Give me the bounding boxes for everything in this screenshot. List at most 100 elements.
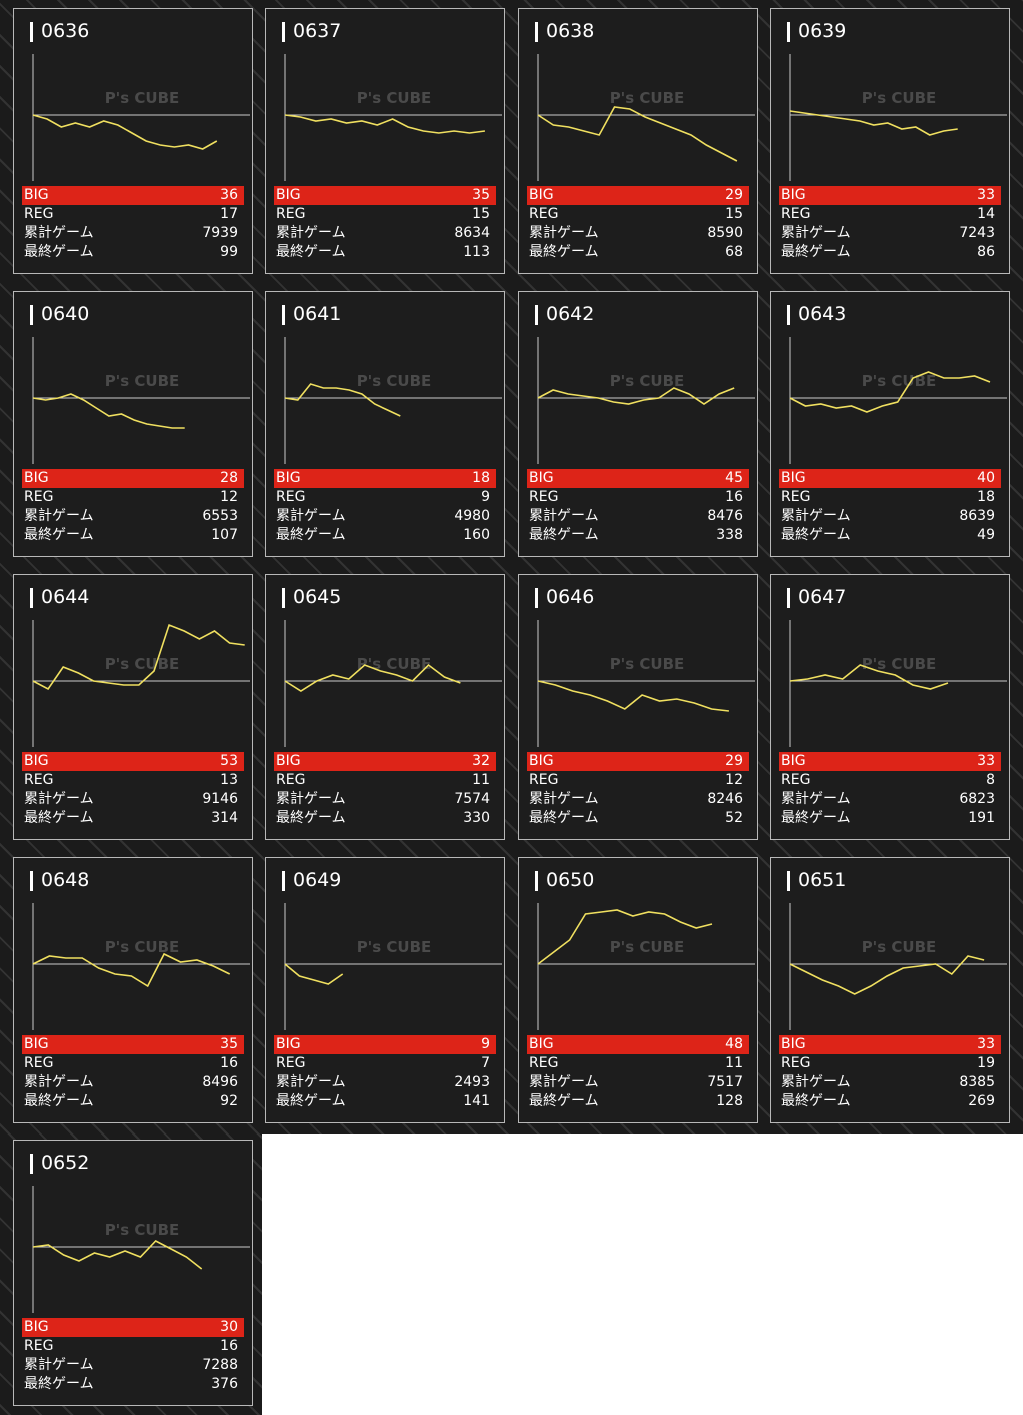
- title-bar: [282, 305, 285, 325]
- last-value: 330: [463, 810, 490, 826]
- last-value: 113: [463, 244, 490, 260]
- big-label: BIG: [529, 187, 554, 203]
- total-value: 7288: [202, 1357, 238, 1373]
- big-label: BIG: [24, 1319, 49, 1335]
- total-value: 7243: [959, 225, 995, 241]
- last-row: 最終ゲーム 376: [22, 1375, 244, 1394]
- graph: P's CUBE: [789, 337, 1007, 464]
- total-label: 累計ゲーム: [781, 791, 851, 807]
- reg-value: 15: [472, 206, 490, 222]
- trend-line: [789, 955, 985, 995]
- title-bar: [535, 22, 538, 42]
- total-label: 累計ゲーム: [276, 225, 346, 241]
- reg-row: REG 16: [22, 1054, 244, 1073]
- last-value: 86: [977, 244, 995, 260]
- title-bar: [787, 871, 790, 891]
- last-label: 最終ゲーム: [24, 244, 94, 260]
- big-value: 40: [977, 470, 995, 486]
- last-row: 最終ゲーム 99: [22, 243, 244, 262]
- machine-id: 0645: [293, 586, 342, 608]
- total-value: 4980: [454, 508, 490, 524]
- machine-id: 0639: [798, 20, 847, 42]
- big-row: BIG 9: [274, 1035, 496, 1054]
- total-row: 累計ゲーム 6823: [779, 790, 1001, 809]
- machine-card: P's CUBE 0642 BIG 45 REG 16 累計ゲーム 8476 最終ゲーム 338: [518, 291, 758, 557]
- big-row: BIG 48: [527, 1035, 749, 1054]
- machine-id: 0642: [546, 303, 595, 325]
- big-label: BIG: [781, 753, 806, 769]
- total-row: 累計ゲーム 8476: [527, 507, 749, 526]
- reg-row: REG 17: [22, 205, 244, 224]
- title-bar: [30, 871, 33, 891]
- reg-value: 14: [977, 206, 995, 222]
- graph: P's CUBE: [537, 54, 755, 181]
- reg-label: REG: [276, 206, 306, 222]
- machine-card: P's CUBE 0636 BIG 36 REG 17 累計ゲーム 7939 最終ゲーム 99: [13, 8, 253, 274]
- reg-label: REG: [24, 206, 54, 222]
- big-label: BIG: [781, 187, 806, 203]
- big-value: 35: [472, 187, 490, 203]
- machine-card: P's CUBE 0644 BIG 53 REG 13 累計ゲーム 9146 最終ゲーム 314: [13, 574, 253, 840]
- reg-value: 9: [481, 489, 490, 505]
- reg-row: REG 11: [527, 1054, 749, 1073]
- reg-label: REG: [24, 1338, 54, 1354]
- machine-card: P's CUBE 0639 BIG 33 REG 14 累計ゲーム 7243 最終ゲーム 86: [770, 8, 1010, 274]
- reg-label: REG: [24, 772, 54, 788]
- title-bar: [787, 305, 790, 325]
- machine-id: 0640: [41, 303, 90, 325]
- watermark: P's CUBE: [357, 89, 432, 107]
- last-value: 269: [968, 1093, 995, 1109]
- total-value: 8590: [707, 225, 743, 241]
- reg-label: REG: [781, 489, 811, 505]
- title-bar: [787, 588, 790, 608]
- watermark: P's CUBE: [357, 372, 432, 390]
- reg-row: REG 9: [274, 488, 496, 507]
- big-row: BIG 29: [527, 752, 749, 771]
- big-label: BIG: [24, 470, 49, 486]
- last-row: 最終ゲーム 128: [527, 1092, 749, 1111]
- last-row: 最終ゲーム 160: [274, 526, 496, 545]
- big-label: BIG: [529, 470, 554, 486]
- reg-value: 16: [220, 1338, 238, 1354]
- watermark: P's CUBE: [105, 655, 180, 673]
- last-row: 最終ゲーム 113: [274, 243, 496, 262]
- reg-value: 16: [725, 489, 743, 505]
- reg-row: REG 18: [779, 488, 1001, 507]
- total-value: 8634: [454, 225, 490, 241]
- last-value: 68: [725, 244, 743, 260]
- last-row: 最終ゲーム 68: [527, 243, 749, 262]
- big-label: BIG: [529, 1036, 554, 1052]
- big-row: BIG 33: [779, 186, 1001, 205]
- big-row: BIG 29: [527, 186, 749, 205]
- graph: P's CUBE: [537, 337, 755, 464]
- last-label: 最終ゲーム: [24, 1093, 94, 1109]
- total-row: 累計ゲーム 2493: [274, 1073, 496, 1092]
- last-label: 最終ゲーム: [781, 527, 851, 543]
- watermark: P's CUBE: [610, 372, 685, 390]
- big-value: 30: [220, 1319, 238, 1335]
- last-label: 最終ゲーム: [781, 1093, 851, 1109]
- machine-id: 0637: [293, 20, 342, 42]
- reg-label: REG: [24, 489, 54, 505]
- last-value: 128: [716, 1093, 743, 1109]
- reg-value: 8: [986, 772, 995, 788]
- total-row: 累計ゲーム 8590: [527, 224, 749, 243]
- total-label: 累計ゲーム: [529, 1074, 599, 1090]
- big-value: 33: [977, 1036, 995, 1052]
- reg-value: 12: [725, 772, 743, 788]
- trend-line: [284, 114, 486, 134]
- big-row: BIG 32: [274, 752, 496, 771]
- trend-line: [284, 663, 461, 692]
- reg-label: REG: [529, 1055, 559, 1071]
- total-label: 累計ゲーム: [276, 508, 346, 524]
- last-label: 最終ゲーム: [529, 244, 599, 260]
- machine-id: 0647: [798, 586, 847, 608]
- reg-label: REG: [24, 1055, 54, 1071]
- reg-label: REG: [781, 772, 811, 788]
- last-row: 最終ゲーム 107: [22, 526, 244, 545]
- machine-id: 0650: [546, 869, 595, 891]
- trend-line: [284, 383, 401, 417]
- last-value: 338: [716, 527, 743, 543]
- total-value: 8476: [707, 508, 743, 524]
- machine-card: P's CUBE 0648 BIG 35 REG 16 累計ゲーム 8496 最終ゲーム 92: [13, 857, 253, 1123]
